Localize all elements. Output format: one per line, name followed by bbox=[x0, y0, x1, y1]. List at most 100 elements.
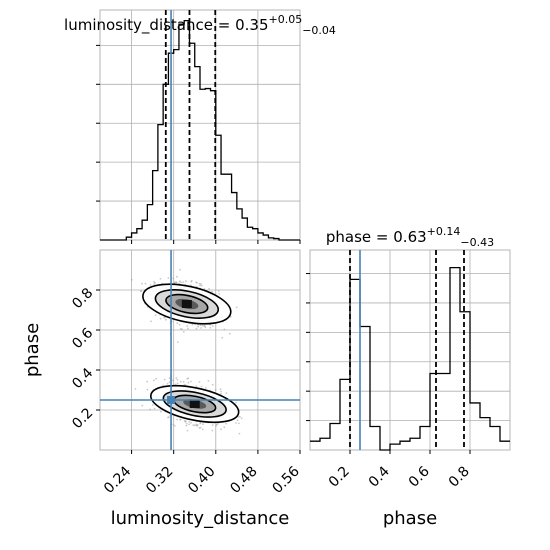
scatter-point bbox=[203, 325, 205, 327]
scatter-point bbox=[176, 379, 179, 381]
scatter-point bbox=[211, 429, 214, 432]
scatter-point bbox=[200, 284, 203, 287]
y-tick-label-phase: 0.6 bbox=[69, 325, 96, 352]
y-tick-label-phase: 0.2 bbox=[69, 405, 96, 432]
scatter-point bbox=[187, 327, 189, 330]
hist-luminosity-distance-panel: luminosity_distance = 0.35+0.05−0.04 bbox=[64, 9, 336, 244]
scatter-point bbox=[167, 277, 170, 279]
x-axis-label-phase: phase bbox=[383, 508, 437, 529]
x-axis-label-luminosity-distance: luminosity_distance bbox=[111, 508, 290, 529]
scatter-point bbox=[223, 426, 226, 429]
scatter-point bbox=[180, 281, 182, 284]
scatter-point bbox=[172, 277, 175, 280]
scatter-point bbox=[186, 429, 189, 432]
scatter-point bbox=[235, 422, 237, 424]
scatter-point bbox=[215, 423, 218, 426]
scatter-point bbox=[202, 423, 204, 426]
scatter-point bbox=[150, 320, 152, 323]
scatter-point bbox=[214, 388, 217, 391]
scatter-point bbox=[146, 388, 149, 391]
y-tick-label-phase: 0.4 bbox=[69, 365, 96, 392]
density-peak bbox=[189, 400, 200, 408]
scatter-point bbox=[163, 378, 166, 381]
scatter-point bbox=[184, 383, 187, 386]
scatter-point bbox=[179, 418, 182, 421]
scatter-point bbox=[131, 279, 133, 281]
scatter-point bbox=[176, 418, 179, 421]
scatter-point bbox=[239, 415, 241, 418]
scatter-point bbox=[203, 287, 206, 290]
scatter-point bbox=[218, 293, 221, 295]
scatter-point bbox=[199, 421, 202, 424]
scatter-point bbox=[172, 379, 174, 382]
contour-line-2 bbox=[154, 289, 220, 319]
scatter-point bbox=[191, 323, 194, 326]
scatter-point bbox=[235, 401, 238, 404]
scatter-point bbox=[199, 284, 202, 287]
scatter-point bbox=[219, 388, 222, 391]
scatter-point bbox=[182, 380, 185, 383]
hist-phase-panel: 0.2 0.4 0.6 0.8 phase = 0.63+0.14−0.43 bbox=[306, 225, 511, 491]
scatter-point bbox=[153, 407, 156, 410]
y-tick-label-phase: 0.8 bbox=[69, 285, 96, 312]
scatter-point bbox=[154, 314, 157, 317]
hist-luminosity-distance-marks bbox=[100, 10, 300, 241]
scatter-point bbox=[223, 328, 226, 331]
scatter-point bbox=[197, 325, 200, 328]
scatter-point bbox=[198, 282, 201, 285]
scatter-point bbox=[220, 392, 222, 395]
scatter-point bbox=[151, 404, 154, 406]
scatter-point bbox=[168, 377, 171, 379]
joint-truth-lines bbox=[100, 250, 300, 450]
scatter-point bbox=[198, 427, 201, 429]
scatter-point bbox=[153, 280, 155, 283]
contour-line-1 bbox=[142, 283, 232, 325]
scatter-point bbox=[186, 325, 189, 327]
hist-luminosity-distance-frame bbox=[99, 9, 301, 241]
scatter-point bbox=[178, 323, 181, 326]
scatter-point bbox=[238, 432, 241, 435]
scatter-point bbox=[188, 423, 191, 426]
scatter-point bbox=[190, 380, 192, 383]
scatter-point bbox=[159, 277, 162, 280]
scatter-point bbox=[204, 387, 207, 389]
scatter-point bbox=[188, 421, 191, 423]
scatter-point bbox=[162, 384, 164, 387]
scatter-point bbox=[185, 280, 187, 283]
scatter-point bbox=[211, 424, 214, 426]
scatter-point bbox=[235, 306, 238, 309]
hist-phase-frame bbox=[309, 249, 511, 451]
scatter-point bbox=[240, 417, 243, 420]
scatter-point bbox=[166, 382, 169, 385]
hist-phase-title: phase = 0.63+0.14−0.43 bbox=[326, 225, 494, 249]
scatter-point bbox=[238, 422, 240, 425]
scatter-point bbox=[217, 290, 220, 292]
histogram-step-line bbox=[100, 19, 300, 241]
scatter-point bbox=[155, 377, 158, 380]
scatter-point bbox=[173, 424, 176, 427]
scatter-point bbox=[220, 390, 223, 393]
x-tick-label-phase: 0.6 bbox=[406, 463, 433, 490]
scatter-point bbox=[211, 383, 214, 386]
scatter-point bbox=[178, 280, 181, 283]
scatter-point bbox=[153, 379, 155, 382]
scatter-point bbox=[179, 328, 182, 330]
hist-luminosity-distance-ticks bbox=[96, 44, 301, 244]
scatter-point bbox=[176, 382, 179, 385]
hist-phase-marks bbox=[310, 250, 510, 451]
scatter-point bbox=[208, 287, 210, 290]
scatter-point bbox=[221, 336, 224, 339]
scatter-point bbox=[225, 392, 228, 394]
scatter-point bbox=[207, 380, 210, 382]
scatter-point bbox=[184, 420, 187, 423]
scatter-point bbox=[168, 416, 170, 418]
scatter-point bbox=[176, 275, 178, 278]
scatter-point bbox=[164, 318, 167, 321]
scatter-point bbox=[198, 381, 201, 383]
scatter-point bbox=[141, 404, 144, 407]
scatter-point bbox=[220, 428, 223, 431]
scatter-point bbox=[176, 322, 179, 325]
hist-luminosity-distance-title: luminosity_distance = 0.35+0.05−0.04 bbox=[64, 13, 336, 37]
scatter-point bbox=[134, 388, 137, 390]
